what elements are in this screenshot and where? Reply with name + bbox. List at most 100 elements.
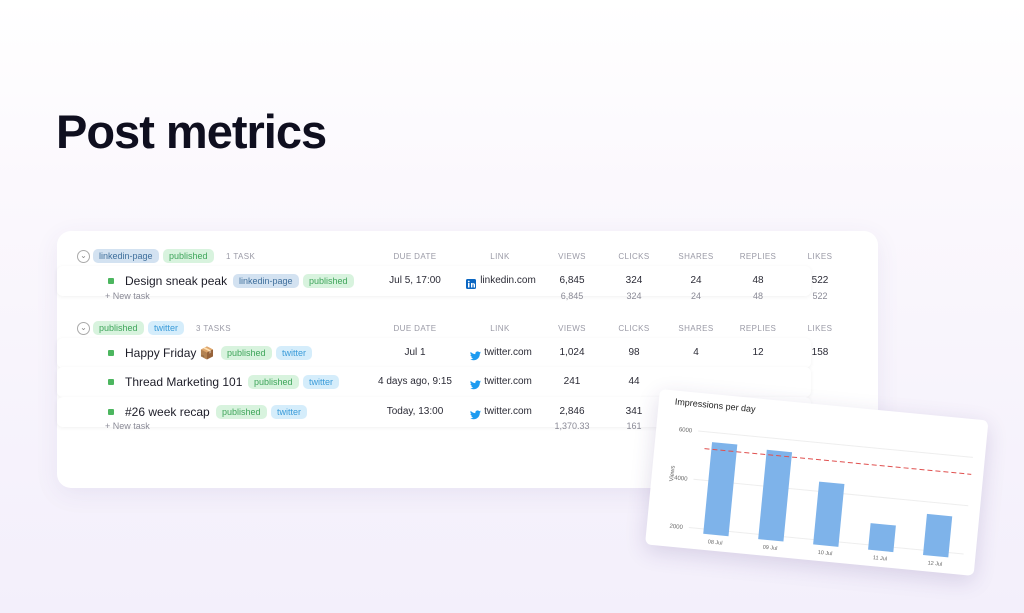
bar — [813, 481, 845, 547]
x-tick-label: 08 Jul — [707, 539, 722, 546]
collapse-toggle[interactable]: ⌄ — [77, 321, 90, 335]
cell: 324 — [625, 275, 643, 286]
chart-title: Impressions per day — [674, 397, 756, 415]
task-name: Thread Marketing 101 — [125, 375, 243, 389]
twitter-icon — [470, 377, 481, 395]
cell: twitter.com — [484, 346, 532, 358]
table-row[interactable] — [57, 337, 811, 368]
x-tick-label: 10 Jul — [817, 550, 832, 557]
linkedin-icon — [466, 276, 476, 294]
group-tag: published — [93, 320, 144, 335]
task-tag: published — [248, 375, 299, 389]
task-count: 3 TASKS — [196, 323, 231, 333]
column-header: SHARES — [678, 252, 714, 261]
icon-part — [470, 380, 481, 390]
column-total: 1,370.33 — [554, 421, 590, 431]
column-header: VIEWS — [558, 252, 586, 261]
task-tag: twitter — [271, 404, 308, 419]
group-tag: linkedin-page — [93, 249, 159, 263]
cell: 4 days ago, 9:15 — [378, 376, 452, 387]
bar — [868, 523, 896, 553]
column-header: REPLIES — [739, 252, 777, 261]
cell: 98 — [628, 346, 640, 358]
task-tag: twitter — [276, 345, 313, 360]
table-row[interactable] — [57, 266, 811, 296]
bar — [923, 513, 953, 558]
icon-part — [470, 380, 481, 390]
x-tick-label: 12 Jul — [927, 560, 942, 567]
cell: 241 — [563, 376, 581, 387]
cell: 2,846 — [559, 405, 585, 417]
cell: 4 — [693, 346, 699, 358]
column-total: 324 — [626, 290, 642, 301]
column-header: CLICKS — [618, 323, 650, 333]
new-task-button[interactable]: + New task — [105, 421, 150, 431]
cell: 1,024 — [559, 346, 585, 358]
column-header: DUE DATE — [393, 323, 437, 333]
bar — [703, 442, 738, 537]
cell: 24 — [690, 275, 702, 286]
cell: linkedin.com — [480, 275, 536, 286]
status-dot — [108, 379, 114, 385]
icon-part — [471, 283, 475, 288]
cell: Jul 1 — [404, 346, 426, 358]
twitter-icon — [470, 407, 481, 425]
y-tick-label: 4000 — [674, 475, 689, 482]
new-task-button[interactable]: + New task — [105, 290, 150, 301]
column-header: LINK — [490, 323, 510, 333]
cell: 44 — [628, 376, 640, 387]
page-title: Post metrics — [56, 105, 327, 158]
cell: 48 — [752, 275, 764, 286]
collapse-toggle[interactable]: ⌄ — [77, 250, 90, 263]
y-tick-label: 2000 — [669, 524, 684, 531]
chart-card: Impressions per day Views 2000 4000 6000 08 J… — [645, 389, 989, 576]
status-dot — [108, 408, 114, 415]
cell: 12 — [752, 346, 764, 358]
icon-part — [467, 280, 470, 283]
icon-part — [470, 350, 481, 360]
column-header: LIKES — [807, 252, 833, 261]
cell: twitter.com — [484, 376, 532, 387]
task-tag: published — [221, 345, 272, 360]
status-dot — [108, 278, 114, 284]
cell: Jul 5, 17:00 — [389, 275, 441, 286]
column-header: LIKES — [807, 323, 833, 333]
y-axis-label: Views — [669, 465, 676, 481]
icon-part — [470, 350, 481, 360]
task-name: #26 week recap — [125, 404, 210, 419]
bar — [758, 449, 793, 542]
cell: 522 — [811, 275, 829, 286]
cell: twitter.com — [484, 405, 532, 417]
task-tag: linkedin-page — [233, 274, 299, 288]
group-tag: twitter — [148, 320, 185, 335]
column-header: SHARES — [678, 323, 714, 333]
icon-part — [470, 409, 481, 419]
y-tick-label: 6000 — [678, 427, 693, 434]
cell: Today, 13:00 — [386, 405, 444, 417]
column-total: 522 — [812, 290, 828, 301]
task-count: 1 TASK — [226, 252, 256, 261]
icon-part — [470, 409, 481, 419]
task-tag: twitter — [303, 375, 340, 389]
column-header: CLICKS — [618, 252, 650, 261]
task-tag: published — [303, 274, 354, 288]
task-name: Design sneak peak — [125, 274, 228, 288]
icon-part — [466, 279, 476, 289]
task-name: Happy Friday 📦 — [125, 345, 215, 360]
cell: 158 — [811, 346, 829, 358]
cell: 341 — [625, 405, 643, 417]
twitter-icon — [470, 348, 481, 366]
task-tag: published — [216, 404, 267, 419]
column-total: 6,845 — [560, 290, 584, 301]
chart: Impressions per day Views 2000 4000 6000 08 J… — [669, 397, 973, 568]
group-tag: published — [163, 249, 214, 263]
table-card: ⌄ linkedin-page published 1 TASK DUE DATE LIN… — [57, 231, 878, 488]
column-total: 48 — [752, 290, 764, 301]
column-total: 161 — [626, 421, 642, 431]
cell: 6,845 — [559, 275, 585, 286]
x-tick-label: 11 Jul — [873, 555, 888, 562]
x-tick-label: 09 Jul — [762, 545, 777, 552]
column-header: REPLIES — [739, 323, 777, 333]
column-header: DUE DATE — [393, 252, 437, 261]
